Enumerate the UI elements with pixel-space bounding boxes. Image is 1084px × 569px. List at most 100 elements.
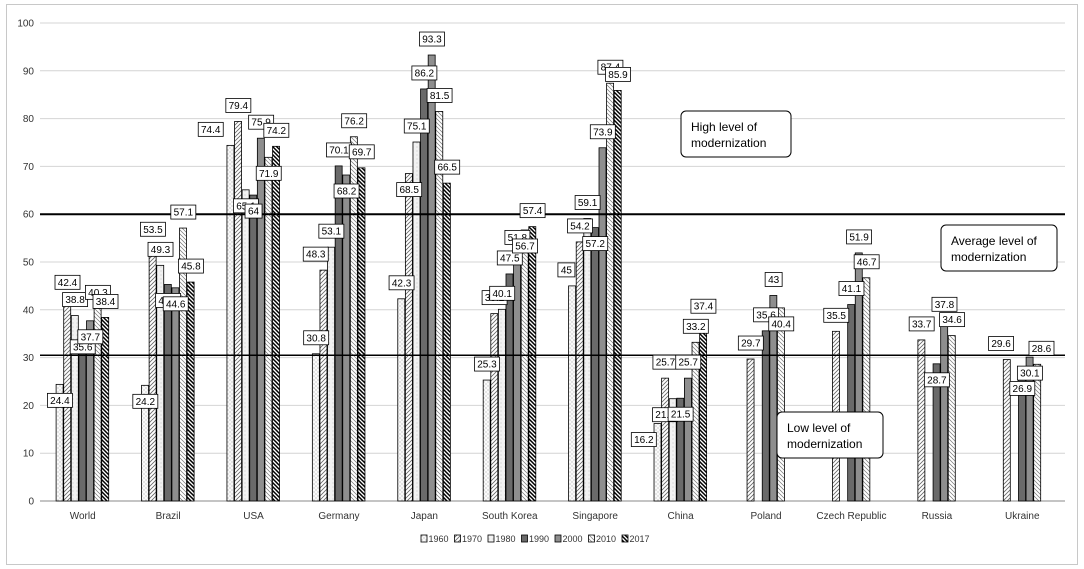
data-label: 51.9	[849, 232, 869, 243]
data-label-box	[434, 159, 461, 175]
data-label: 38.8	[65, 295, 85, 306]
bar-2017	[101, 317, 110, 502]
bar-1990	[420, 88, 428, 502]
bar-1960	[55, 383, 64, 502]
bar-1980	[497, 308, 506, 502]
data-label: 57.1	[174, 208, 194, 219]
bar-2017	[528, 226, 537, 502]
data-label-box	[474, 356, 500, 372]
data-label-box	[489, 285, 516, 301]
data-label-box	[348, 144, 375, 160]
data-label-box	[244, 203, 263, 219]
bar-1970	[746, 358, 755, 502]
category-label: South Korea	[482, 511, 538, 522]
bar-1970	[234, 121, 242, 502]
bar-2000	[427, 54, 436, 502]
data-label: 69.7	[352, 147, 372, 158]
data-label: 35.6	[73, 342, 93, 353]
annotation-text: Low level of	[787, 421, 851, 435]
annotation-box	[940, 224, 1058, 272]
data-label-box	[388, 275, 415, 291]
data-label-box	[1016, 365, 1043, 381]
y-tick-label: 30	[23, 353, 35, 364]
data-label: 68.2	[337, 187, 357, 198]
category-label: Czech Republic	[816, 511, 886, 522]
data-label: 29.7	[741, 339, 761, 350]
data-label-box	[589, 124, 616, 140]
data-label-box	[92, 294, 119, 309]
bar-1980	[583, 218, 592, 502]
data-label-box	[162, 296, 189, 312]
bar-2017	[186, 281, 195, 502]
data-label-box	[1009, 381, 1036, 396]
bar-2000	[1025, 356, 1034, 502]
data-label-box	[140, 221, 166, 237]
bar-1990	[847, 304, 856, 502]
y-tick-label: 90	[23, 66, 35, 77]
legend-swatch	[621, 534, 629, 543]
data-label: 35.6	[756, 310, 776, 321]
data-label: 70.1	[329, 145, 349, 156]
data-label: 53.1	[322, 227, 342, 238]
bar-1980	[156, 264, 165, 502]
data-label-box	[988, 336, 1014, 351]
data-label-box	[690, 298, 717, 314]
data-label-box	[225, 98, 252, 113]
data-label-box	[77, 329, 104, 345]
data-label-box	[411, 65, 438, 81]
data-label: 48.3	[306, 250, 326, 261]
data-label-box	[178, 258, 204, 274]
bar-1980	[70, 315, 79, 502]
data-label-box	[768, 316, 795, 332]
data-label-box	[931, 296, 958, 312]
data-label-box	[333, 183, 360, 199]
data-label: 59.1	[578, 198, 598, 209]
data-label: 37.8	[935, 300, 955, 311]
data-label-box	[396, 182, 423, 197]
data-label-box	[567, 218, 593, 234]
data-label-box	[838, 281, 865, 296]
bar-2010	[435, 111, 444, 502]
annotation-text: Average level of	[951, 234, 1038, 248]
data-label: 29.6	[991, 339, 1011, 350]
data-label-box	[147, 241, 174, 257]
data-label-box	[1028, 340, 1055, 356]
data-label-box	[403, 118, 430, 134]
bar-2010	[777, 307, 785, 502]
data-label: 35.5	[827, 311, 847, 322]
annotation-text: modernization	[787, 437, 862, 451]
data-label: 49.3	[151, 245, 171, 256]
legend-swatch	[420, 534, 428, 543]
data-label: 28.7	[927, 375, 947, 386]
bar-1990	[78, 330, 87, 502]
y-tick-label: 0	[28, 497, 34, 508]
bar-1970	[490, 313, 499, 502]
data-label-box	[923, 372, 950, 388]
data-label-box	[197, 121, 224, 137]
annotation-text: modernization	[951, 250, 1026, 264]
data-label: 37.4	[694, 302, 714, 313]
category-label: World	[70, 511, 96, 522]
bar-2010	[606, 82, 615, 502]
data-label: 33.7	[912, 319, 932, 330]
data-label-box	[605, 66, 631, 82]
data-label: 71.9	[259, 169, 279, 180]
data-label: 40.4	[772, 319, 792, 330]
bar-1960	[653, 423, 662, 502]
data-label: 93.3	[422, 35, 442, 46]
data-label: 45	[561, 265, 573, 276]
bar-2010	[691, 341, 700, 502]
data-label-box	[667, 406, 694, 422]
legend-label: 1970	[462, 534, 482, 544]
bar-1990	[334, 165, 343, 502]
category-label: Germany	[318, 511, 359, 522]
data-label: 42.3	[392, 278, 412, 289]
category-label: USA	[243, 511, 264, 522]
data-label: 30.1	[1020, 369, 1040, 380]
legend-swatch	[521, 534, 528, 543]
bar-2017	[357, 167, 366, 502]
bar-1970	[319, 269, 328, 502]
bar-2010	[520, 229, 529, 502]
category-label: China	[668, 511, 695, 522]
data-label-box	[630, 432, 657, 447]
